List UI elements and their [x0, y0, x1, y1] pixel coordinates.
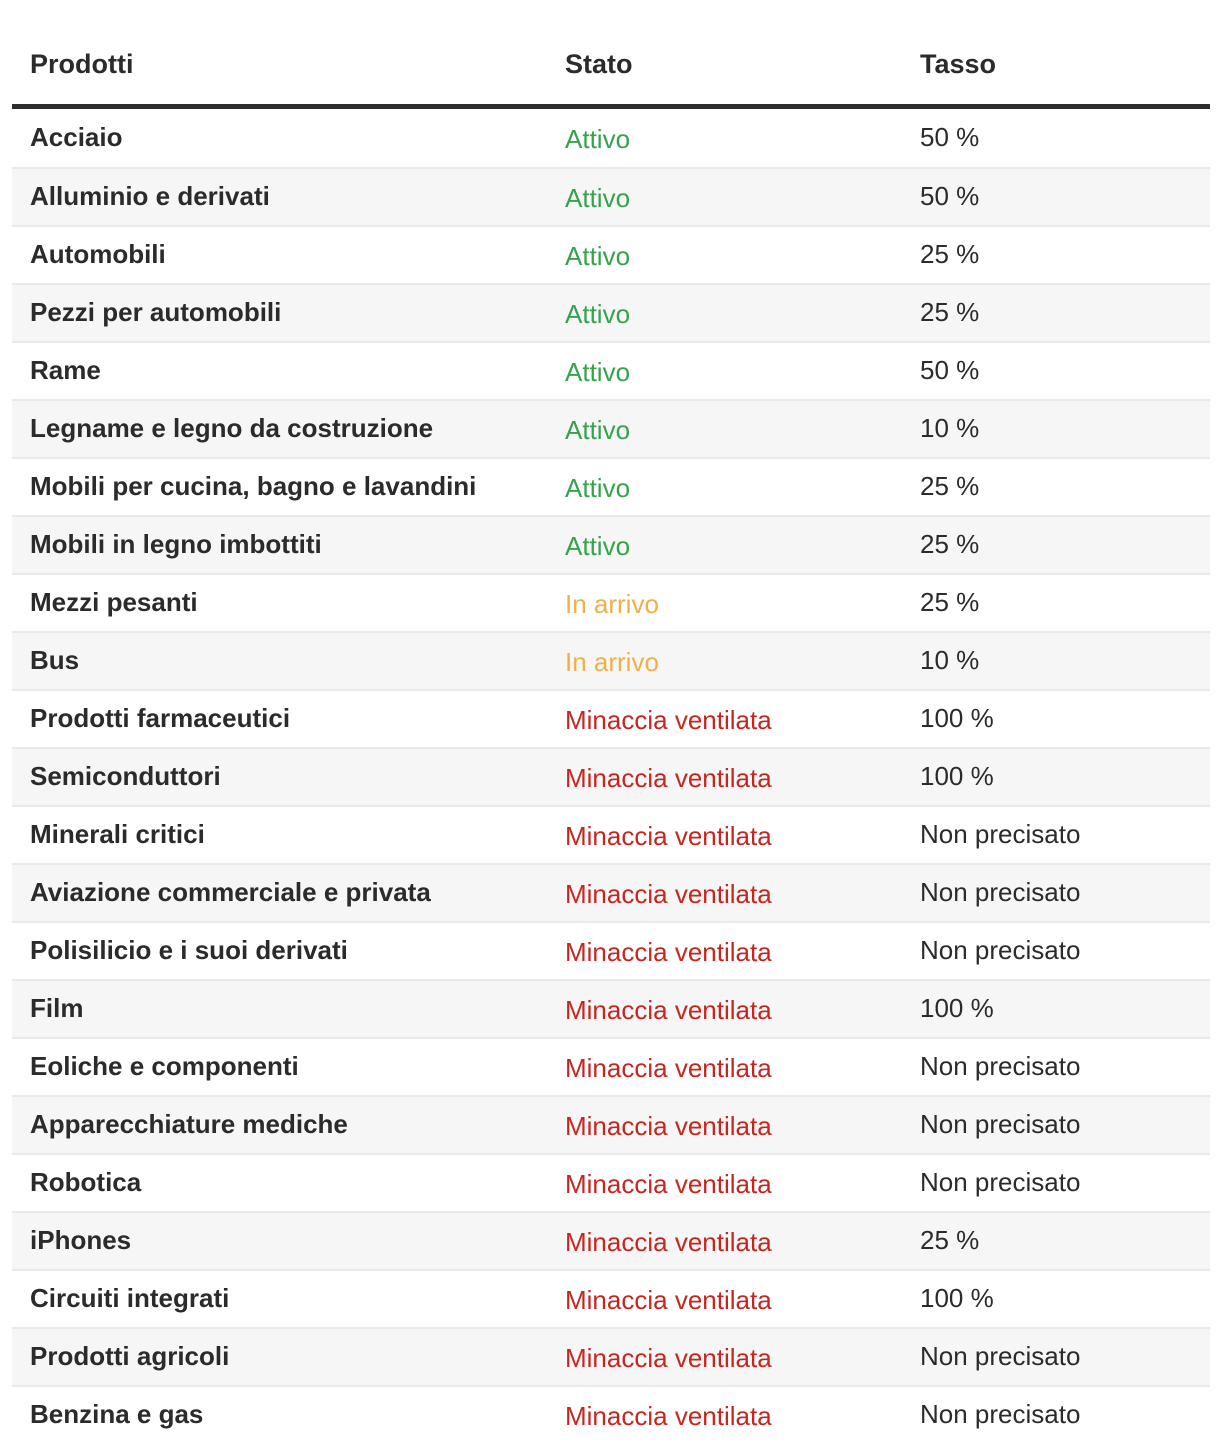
status-label: Minaccia ventilata: [565, 937, 772, 968]
status-label: Minaccia ventilata: [565, 1401, 772, 1432]
rate-value: Non precisato: [920, 1341, 1081, 1372]
status-label: Minaccia ventilata: [565, 1285, 772, 1316]
table-row: Prodotti farmaceutici Minaccia ventilata…: [12, 688, 1210, 747]
product-name: Apparecchiature mediche: [30, 1109, 348, 1140]
table-row: Legname e legno da costruzione Attivo 10…: [12, 398, 1210, 457]
table-row: Bus In arrivo 10 %: [12, 630, 1210, 689]
product-name: Rame: [30, 355, 101, 386]
table-row: Prodotti agricoli Minaccia ventilata Non…: [12, 1326, 1210, 1385]
status-label: Minaccia ventilata: [565, 1111, 772, 1142]
table-row: Robotica Minaccia ventilata Non precisat…: [12, 1152, 1210, 1211]
rate-value: Non precisato: [920, 1051, 1081, 1082]
rate-value: 25 %: [920, 587, 980, 618]
table-row: Film Minaccia ventilata 100 %: [12, 978, 1210, 1037]
table-row: Mobili in legno imbottiti Attivo 25 %: [12, 514, 1210, 573]
table-row: Semiconduttori Minaccia ventilata 100 %: [12, 746, 1210, 805]
table-row: Benzina e gas Minaccia ventilata Non pre…: [12, 1384, 1210, 1443]
table-header-row: Prodotti Stato Tasso: [12, 0, 1210, 109]
table-row: Polisilicio e i suoi derivati Minaccia v…: [12, 920, 1210, 979]
status-label: Minaccia ventilata: [565, 1343, 772, 1374]
product-name: Alluminio e derivati: [30, 181, 270, 212]
rate-value: 25 %: [920, 297, 980, 328]
product-name: Semiconduttori: [30, 761, 221, 792]
table-row: Acciaio Attivo 50 %: [12, 109, 1210, 167]
rate-value: Non precisato: [920, 1399, 1081, 1430]
column-header-prodotti: Prodotti: [30, 49, 134, 79]
table-row: Pezzi per automobili Attivo 25 %: [12, 282, 1210, 341]
rate-value: Non precisato: [920, 935, 1081, 966]
rate-value: 10 %: [920, 645, 980, 676]
product-name: Mezzi pesanti: [30, 587, 198, 618]
status-label: Attivo: [565, 473, 631, 504]
table-row: Circuiti integrati Minaccia ventilata 10…: [12, 1268, 1210, 1327]
rate-value: 25 %: [920, 471, 980, 502]
status-label: Attivo: [565, 124, 631, 155]
product-name: Eoliche e componenti: [30, 1051, 299, 1082]
rate-value: 50 %: [920, 181, 980, 212]
rate-value: 25 %: [920, 1225, 980, 1256]
table-row: Alluminio e derivati Attivo 50 %: [12, 166, 1210, 225]
table-row: Apparecchiature mediche Minaccia ventila…: [12, 1094, 1210, 1153]
status-label: Minaccia ventilata: [565, 995, 772, 1026]
product-name: Film: [30, 993, 84, 1024]
status-label: In arrivo: [565, 589, 659, 620]
status-label: Attivo: [565, 531, 631, 562]
status-label: Minaccia ventilata: [565, 763, 772, 794]
table-row: Eoliche e componenti Minaccia ventilata …: [12, 1036, 1210, 1095]
table-row: Aviazione commerciale e privata Minaccia…: [12, 862, 1210, 921]
product-name: Circuiti integrati: [30, 1283, 230, 1314]
product-name: Mobili in legno imbottiti: [30, 529, 322, 560]
table-row: Mezzi pesanti In arrivo 25 %: [12, 572, 1210, 631]
product-name: Aviazione commerciale e privata: [30, 877, 431, 908]
table-row: Mobili per cucina, bagno e lavandini Att…: [12, 456, 1210, 515]
status-label: Attivo: [565, 299, 631, 330]
product-name: Prodotti agricoli: [30, 1341, 230, 1372]
rate-value: Non precisato: [920, 1109, 1081, 1140]
product-name: Pezzi per automobili: [30, 297, 282, 328]
rate-value: 25 %: [920, 239, 980, 270]
table-row: Rame Attivo 50 %: [12, 340, 1210, 399]
product-name: Prodotti farmaceutici: [30, 703, 291, 734]
product-name: iPhones: [30, 1225, 132, 1256]
product-name: Bus: [30, 645, 80, 676]
rate-value: 50 %: [920, 122, 980, 153]
status-label: Minaccia ventilata: [565, 1053, 772, 1084]
rate-value: Non precisato: [920, 819, 1081, 850]
rate-value: 100 %: [920, 703, 994, 734]
status-label: Attivo: [565, 241, 631, 272]
tariffs-table: Prodotti Stato Tasso Acciaio Attivo 50 %…: [12, 0, 1210, 1443]
status-label: Minaccia ventilata: [565, 879, 772, 910]
product-name: Mobili per cucina, bagno e lavandini: [30, 471, 477, 502]
status-label: Minaccia ventilata: [565, 705, 772, 736]
product-name: Acciaio: [30, 122, 123, 153]
rate-value: 25 %: [920, 529, 980, 560]
status-label: Minaccia ventilata: [565, 821, 772, 852]
rate-value: Non precisato: [920, 1167, 1081, 1198]
column-header-stato: Stato: [565, 49, 633, 79]
table-row: iPhones Minaccia ventilata 25 %: [12, 1210, 1210, 1269]
status-label: Attivo: [565, 415, 631, 446]
product-name: Minerali critici: [30, 819, 205, 850]
table-row: Minerali critici Minaccia ventilata Non …: [12, 804, 1210, 863]
column-header-tasso: Tasso: [920, 49, 997, 79]
status-label: Attivo: [565, 357, 631, 388]
product-name: Polisilicio e i suoi derivati: [30, 935, 348, 966]
rate-value: 50 %: [920, 355, 980, 386]
rate-value: 100 %: [920, 1283, 994, 1314]
table-body: Acciaio Attivo 50 % Alluminio e derivati…: [12, 109, 1210, 1443]
rate-value: Non precisato: [920, 877, 1081, 908]
product-name: Benzina e gas: [30, 1399, 204, 1430]
status-label: Minaccia ventilata: [565, 1169, 772, 1200]
status-label: In arrivo: [565, 647, 659, 678]
rate-value: 100 %: [920, 993, 994, 1024]
rate-value: 100 %: [920, 761, 994, 792]
rate-value: 10 %: [920, 413, 980, 444]
product-name: Robotica: [30, 1167, 142, 1198]
product-name: Automobili: [30, 239, 166, 270]
product-name: Legname e legno da costruzione: [30, 413, 434, 444]
table-row: Automobili Attivo 25 %: [12, 224, 1210, 283]
status-label: Minaccia ventilata: [565, 1227, 772, 1258]
status-label: Attivo: [565, 183, 631, 214]
